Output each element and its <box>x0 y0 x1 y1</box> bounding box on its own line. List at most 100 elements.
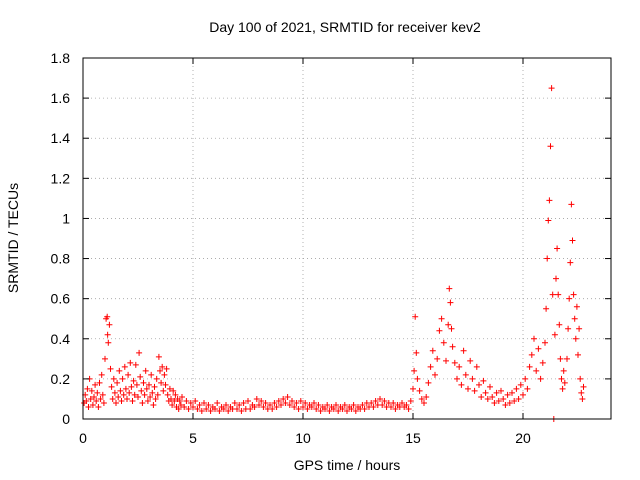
data-point <box>544 255 551 262</box>
data-point <box>458 381 465 388</box>
data-point <box>247 405 254 412</box>
data-point <box>223 401 229 408</box>
data-point <box>130 377 137 384</box>
data-point <box>432 371 438 378</box>
data-point <box>143 385 150 392</box>
data-point <box>565 325 572 332</box>
data-point <box>515 395 522 402</box>
data-point <box>99 391 106 398</box>
data-point <box>573 303 580 310</box>
data-point <box>113 399 119 406</box>
data-point <box>535 345 542 352</box>
data-point <box>111 389 118 396</box>
data-point <box>580 383 587 390</box>
chart-title: Day 100 of 2021, SRMTID for receiver kev… <box>209 19 481 35</box>
data-point <box>577 375 584 382</box>
data-point <box>547 143 554 150</box>
data-point <box>295 405 302 412</box>
data-point <box>326 407 333 414</box>
data-point <box>511 397 518 404</box>
data-point <box>504 391 511 398</box>
data-point <box>155 353 162 360</box>
data-point <box>300 403 306 410</box>
data-point <box>487 383 493 390</box>
data-point <box>198 407 205 414</box>
data-point <box>258 397 265 404</box>
data-point <box>548 85 555 92</box>
data-point <box>194 405 201 412</box>
data-point <box>117 387 124 394</box>
data-point <box>440 339 447 346</box>
y-tick-label: 0.4 <box>51 331 71 347</box>
tick-labels: 0 5 10 15 20 0 0.2 0.4 0.6 0.8 1 1.2 1.4 1.6 1.8 <box>51 50 531 446</box>
data-point <box>556 321 563 328</box>
data-point <box>87 395 94 402</box>
data-point <box>425 379 432 386</box>
data-point <box>116 367 123 374</box>
data-point <box>434 355 441 362</box>
data-point <box>560 367 567 374</box>
data-point <box>522 375 529 382</box>
y-tick-label: 0 <box>62 411 70 427</box>
data-point <box>524 385 531 392</box>
data-point <box>175 405 182 412</box>
data-point <box>152 395 159 402</box>
data-point <box>104 313 111 320</box>
data-point <box>559 385 566 392</box>
data-point <box>352 407 359 414</box>
data-point <box>491 399 498 406</box>
data-point <box>147 393 154 400</box>
data-point <box>166 385 173 392</box>
data-point <box>144 397 151 404</box>
data-point <box>267 401 273 408</box>
data-point <box>388 403 394 410</box>
data-point <box>341 401 348 408</box>
data-point <box>190 403 196 410</box>
data-point <box>138 387 145 394</box>
y-tick-label: 1 <box>62 210 70 226</box>
data-point <box>278 401 284 408</box>
data-point <box>368 399 375 406</box>
data-point <box>438 315 445 322</box>
data-point <box>119 375 126 382</box>
data-point <box>399 399 405 406</box>
data-point <box>407 397 414 404</box>
data-point <box>84 385 91 392</box>
y-tick-label: 1.4 <box>51 130 71 146</box>
data-point <box>212 405 218 412</box>
axis-ticks <box>82 57 611 420</box>
data-point <box>273 403 280 410</box>
data-point <box>553 275 559 282</box>
y-tick-label: 0.2 <box>51 371 71 387</box>
data-point <box>493 389 500 396</box>
data-point <box>500 395 507 402</box>
data-point <box>291 403 298 410</box>
data-point <box>568 201 575 208</box>
data-point <box>118 397 125 404</box>
data-point <box>446 285 453 292</box>
data-point <box>105 339 112 346</box>
data-point <box>372 397 379 404</box>
y-axis-title: SRMTID / TECUs <box>5 183 21 293</box>
data-point <box>533 367 540 374</box>
data-point <box>377 395 383 402</box>
data-point <box>170 387 177 394</box>
data-point <box>302 399 309 406</box>
data-point <box>561 379 568 386</box>
data-point <box>531 335 537 342</box>
data-point <box>164 391 171 398</box>
data-point <box>131 391 138 398</box>
data-point <box>100 399 107 406</box>
data-point <box>95 403 102 410</box>
data-point <box>293 399 300 406</box>
data-point <box>214 399 221 406</box>
x-tick-label: 15 <box>405 430 421 446</box>
plot-area-frame <box>82 57 612 420</box>
data-point <box>282 399 289 406</box>
data-point <box>163 365 170 372</box>
data-point <box>379 401 386 408</box>
data-point <box>403 401 410 408</box>
data-point <box>245 397 251 404</box>
data-point <box>128 383 135 390</box>
data-point <box>339 405 346 412</box>
